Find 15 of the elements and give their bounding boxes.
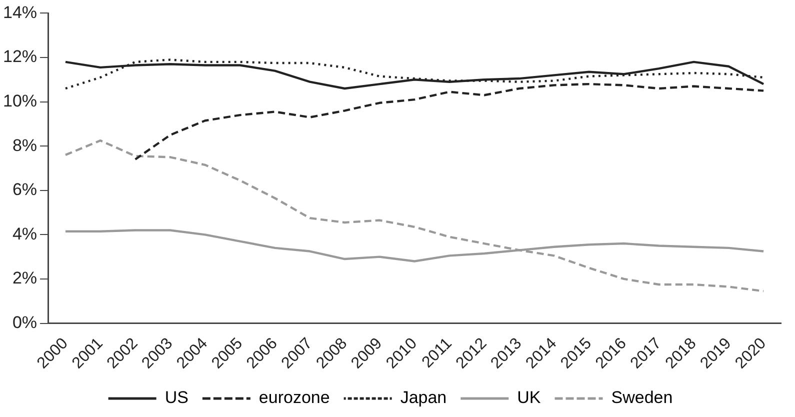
y-tick-label: 6% <box>12 180 38 200</box>
y-tick-label: 0% <box>12 312 38 332</box>
legend-label: US <box>164 388 188 408</box>
y-tick-label: 10% <box>2 91 38 110</box>
y-tick-label: 12% <box>2 47 38 66</box>
legend-label: Japan <box>400 388 447 408</box>
legend-label: Sweden <box>611 388 673 408</box>
y-tick-label: 2% <box>12 268 38 288</box>
y-tick-label: 8% <box>12 136 38 155</box>
y-tick-label: 4% <box>12 224 38 244</box>
legend-label: UK <box>517 388 542 408</box>
y-tick-label: 14% <box>2 2 38 22</box>
legend-label: eurozone <box>258 388 330 408</box>
line-series <box>134 82 765 160</box>
line-series <box>64 139 765 292</box>
